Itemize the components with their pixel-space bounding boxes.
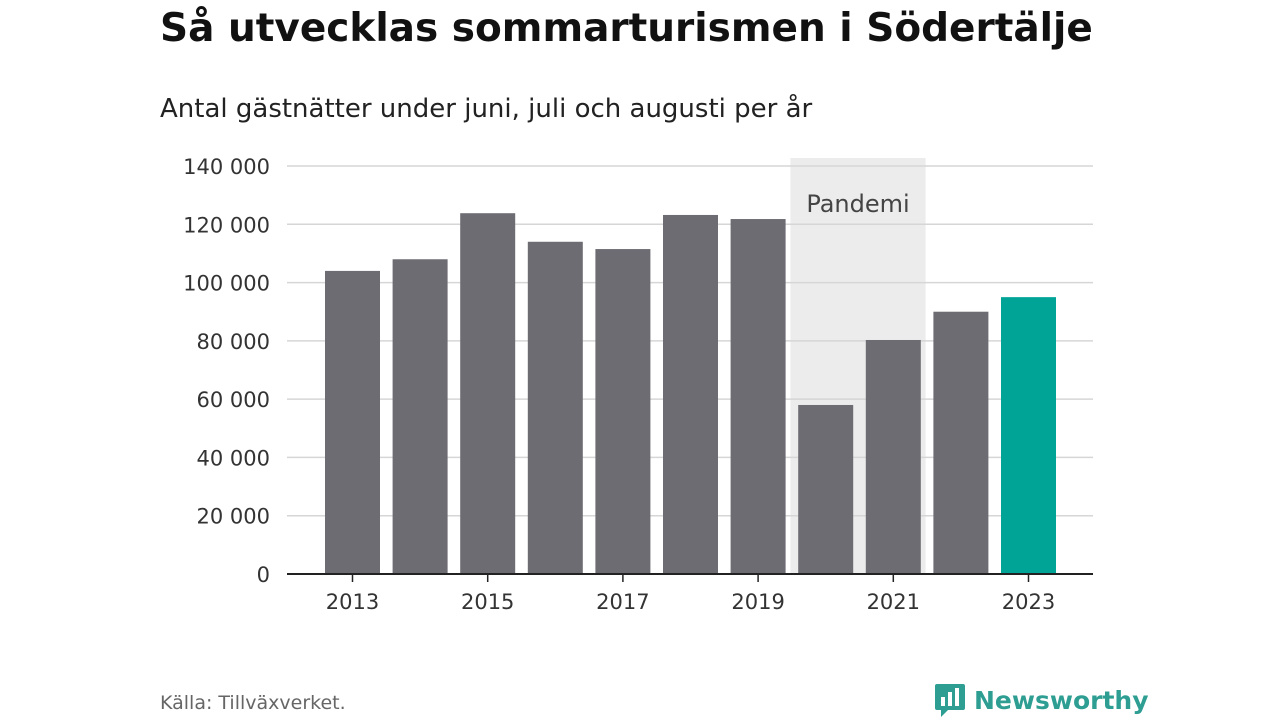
bar-2021: [865, 339, 921, 574]
y-tick-label: 140 000: [183, 155, 270, 179]
x-tick-label: 2013: [326, 590, 379, 614]
chart-subtitle: Antal gästnätter under juni, juli och au…: [160, 94, 813, 124]
y-tick-label: 120 000: [183, 213, 270, 237]
y-tick-label: 20 000: [197, 505, 270, 529]
bar-chart: Pandemi 0 20 000 40 000 60 000 80 000 100 000…: [183, 155, 1093, 614]
logo-text: Newsworthy: [974, 685, 1149, 715]
bar-2022: [933, 311, 989, 574]
pandemic-label: Pandemi: [806, 190, 909, 218]
bar-2016: [527, 241, 583, 574]
bar-2020: [798, 404, 854, 574]
newsworthy-logo-icon: [935, 684, 965, 717]
y-tick-label: 100 000: [183, 272, 270, 296]
bar-2013: [325, 270, 380, 574]
bar-2018: [663, 214, 718, 574]
y-tick-label: 60 000: [197, 388, 270, 412]
newsworthy-logo: Newsworthy: [934, 682, 1149, 718]
x-tick-label: 2023: [1002, 590, 1055, 614]
y-tick-label: 40 000: [197, 446, 270, 470]
bar-2014: [392, 259, 448, 574]
chart-title: Så utvecklas sommarturismen i Södertälje: [160, 6, 1093, 51]
x-tick-label: 2015: [461, 590, 514, 614]
source-note: Källa: Tillväxverket.: [160, 692, 346, 714]
x-tick-label: 2021: [867, 590, 920, 614]
bar-2015: [460, 213, 516, 574]
bar-2023: [1001, 297, 1056, 574]
x-tick-label: 2019: [731, 590, 784, 614]
bar-2017: [595, 249, 651, 575]
y-tick-label: 0: [257, 563, 270, 587]
bar-2019: [730, 219, 786, 575]
y-tick-label: 80 000: [197, 330, 270, 354]
x-tick-label: 2017: [596, 590, 649, 614]
